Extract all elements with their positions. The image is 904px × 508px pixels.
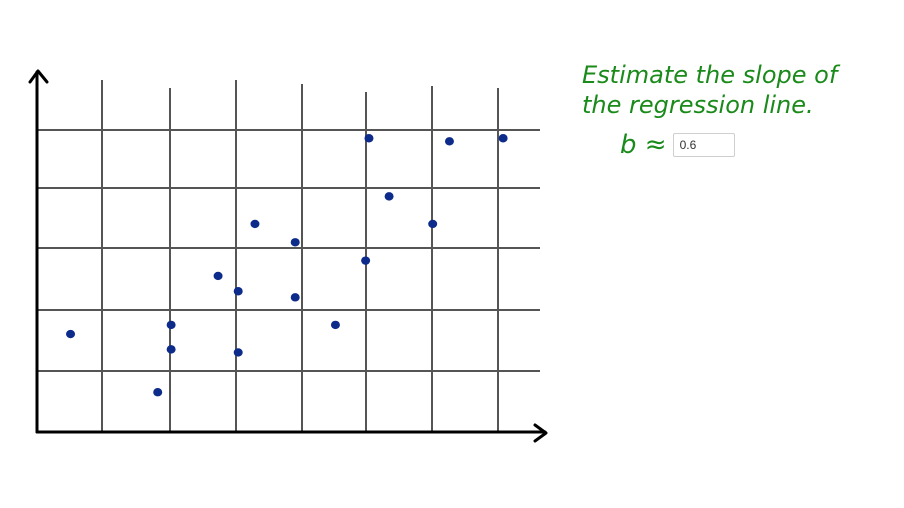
data-point [361,256,371,265]
data-point [364,134,374,143]
data-point [153,388,163,397]
scatter-plot [28,69,548,443]
data-point [166,320,176,330]
data-point [290,293,300,302]
slope-answer-input[interactable] [672,133,735,157]
data-point [233,287,243,296]
x-axis-arrow [533,423,548,443]
data-point [330,320,340,330]
axes [28,69,548,443]
data-point [444,137,454,146]
question-prompt: Estimate the slope of the regression lin… [582,60,837,120]
data-point [233,348,243,357]
data-point [428,219,438,229]
data-point [250,219,260,229]
answer-row: b ≈ [620,130,735,160]
data-point [166,345,176,354]
data-point [213,271,223,281]
slope-label: b ≈ [620,130,667,160]
data-point [498,134,508,143]
data-points [66,134,508,397]
data-point [290,238,300,247]
prompt-line-2: the regression line. [582,91,814,119]
grid-lines [37,80,540,432]
y-axis-arrow [28,69,49,84]
data-point [66,329,76,339]
prompt-line-1: Estimate the slope of [582,61,838,89]
data-point [384,192,394,201]
